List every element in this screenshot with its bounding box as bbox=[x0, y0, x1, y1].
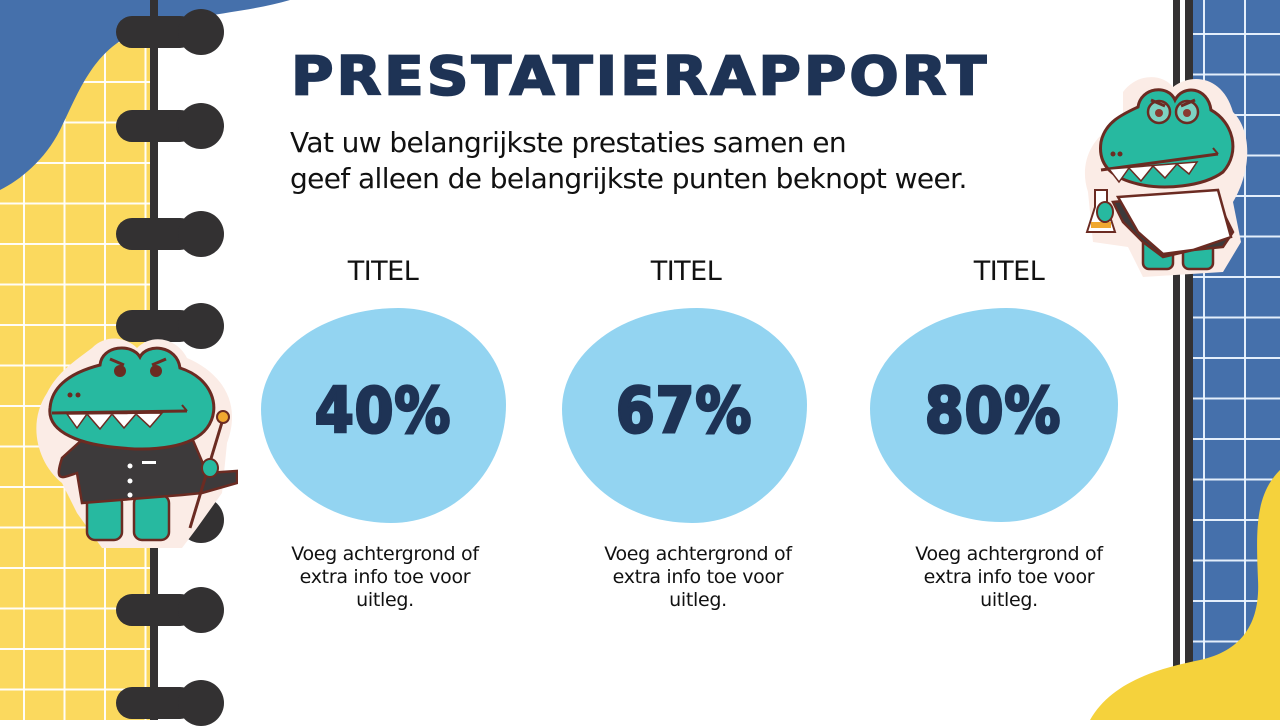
spiral-ring bbox=[116, 303, 224, 349]
description-line: Voeg achtergrond of bbox=[915, 543, 1103, 565]
stat-title: TITEL bbox=[973, 256, 1045, 287]
stat-blob bbox=[562, 308, 807, 523]
blue-grid-background bbox=[1193, 0, 1280, 720]
yellow-wave-shape bbox=[1090, 470, 1280, 720]
stat-value: 40% bbox=[314, 373, 452, 449]
spiral-ring bbox=[116, 103, 224, 149]
subtitle-line: Vat uw belangrijkste prestaties samen en bbox=[290, 126, 847, 159]
stat-value: 80% bbox=[924, 373, 1062, 449]
stat-blob bbox=[261, 308, 506, 523]
stat-description: Voeg achtergrond of extra info toe voor … bbox=[578, 543, 818, 612]
description-line: uitleg. bbox=[356, 589, 414, 611]
page-edge-line bbox=[1173, 0, 1180, 720]
description-line: uitleg. bbox=[669, 589, 727, 611]
stat-value: 67% bbox=[615, 373, 753, 449]
crocodile-teacher-mascot bbox=[36, 338, 238, 548]
description-line: Voeg achtergrond of bbox=[604, 543, 792, 565]
blue-wave-shape bbox=[0, 0, 290, 190]
description-line: Voeg achtergrond of bbox=[291, 543, 479, 565]
spiral-ring bbox=[116, 587, 224, 633]
description-line: uitleg. bbox=[980, 589, 1038, 611]
crocodile-scientist-mascot bbox=[1084, 77, 1248, 277]
stat-blob bbox=[870, 308, 1118, 522]
description-line: extra info toe voor bbox=[299, 566, 471, 588]
spiral-ring bbox=[116, 211, 224, 257]
page-edge-line bbox=[1185, 0, 1194, 720]
page-title: PRESTATIERAPPORT bbox=[290, 44, 990, 108]
spiral-ring bbox=[116, 680, 224, 726]
stat-description: Voeg achtergrond of extra info toe voor … bbox=[889, 543, 1129, 612]
spiral-ring bbox=[116, 9, 224, 55]
subtitle-line: geef alleen de belangrijkste punten bekn… bbox=[290, 162, 967, 195]
page-subtitle: Vat uw belangrijkste prestaties samen en… bbox=[290, 125, 1090, 197]
description-line: extra info toe voor bbox=[612, 566, 784, 588]
stat-description: Voeg achtergrond of extra info toe voor … bbox=[265, 543, 505, 612]
description-line: extra info toe voor bbox=[923, 566, 1095, 588]
stat-title: TITEL bbox=[347, 256, 419, 287]
stat-title: TITEL bbox=[650, 256, 722, 287]
